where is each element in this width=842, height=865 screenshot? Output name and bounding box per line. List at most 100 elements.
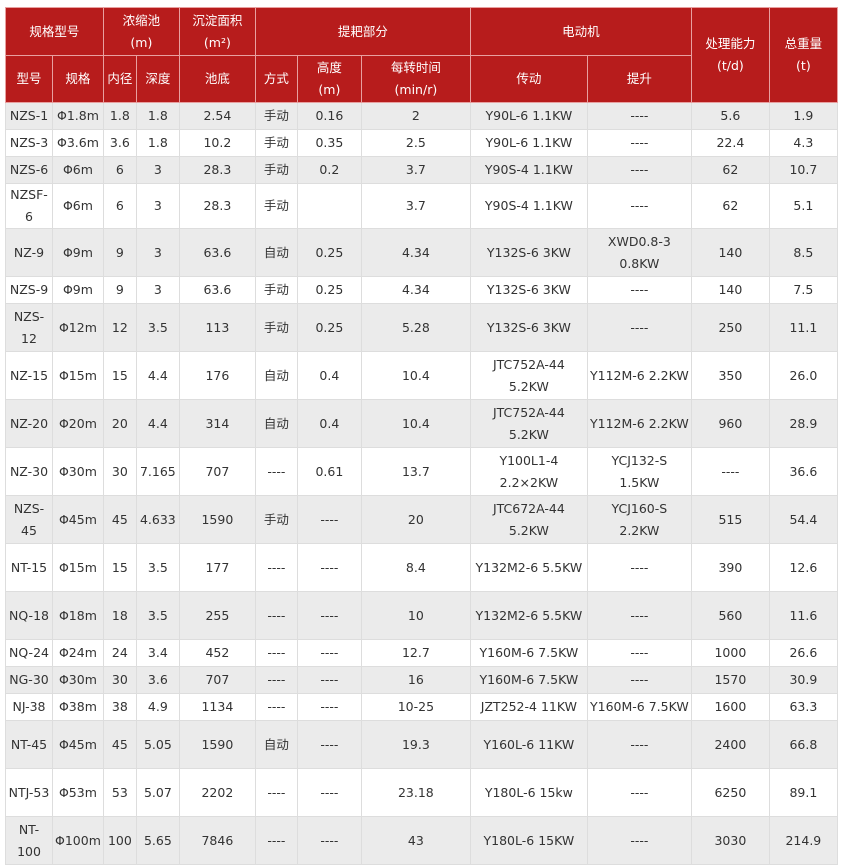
table-cell: 63.6: [178, 228, 256, 277]
table-cell: 6250: [690, 768, 770, 817]
table-cell: 手动: [254, 495, 298, 544]
table-cell: NZ-30: [5, 447, 53, 496]
table-cell: 13.7: [360, 447, 471, 496]
table-cell: Φ3.6m: [52, 129, 104, 157]
table-cell: ----: [586, 183, 692, 229]
table-cell: NTJ-53: [5, 768, 53, 817]
table-cell: 23.18: [360, 768, 471, 817]
table-row: NT-45 Φ45m 45 5.05 1590 自动 ---- 19.3 Y160L-6 11K…: [5, 720, 838, 769]
table-cell: ----: [254, 816, 298, 865]
table-cell: Y180L-6 15KW: [469, 816, 588, 865]
table-cell: 10: [360, 591, 471, 640]
table-cell: 43: [360, 816, 471, 865]
table-cell: NZS-9: [5, 276, 53, 304]
table-cell: 10.2: [178, 129, 256, 157]
table-cell: 5.07: [135, 768, 180, 817]
table-cell: 45: [102, 495, 137, 544]
table-cell: Φ6m: [52, 156, 104, 184]
table-cell: 16: [360, 666, 471, 694]
table-cell: 自动: [254, 399, 298, 448]
table-cell: 2.5: [360, 129, 471, 157]
table-cell: 452: [178, 639, 256, 667]
table-cell: 4.34: [360, 228, 471, 277]
header-tank: 浓缩池 (m): [102, 7, 180, 56]
table-cell: 4.34: [360, 276, 471, 304]
table-cell: Y100L1-4 2.2×2KW: [469, 447, 588, 496]
table-cell: ----: [296, 543, 362, 592]
table-cell: 自动: [254, 351, 298, 400]
table-cell: NZS-1: [5, 102, 53, 130]
table-cell: NT-100: [5, 816, 53, 865]
table-cell: 1590: [178, 495, 256, 544]
table-cell: 手动: [254, 129, 298, 157]
table-cell: 2: [360, 102, 471, 130]
table-cell: 19.3: [360, 720, 471, 769]
table-cell: Φ15m: [52, 351, 104, 400]
table-cell: 250: [690, 303, 770, 352]
table-cell: ----: [296, 720, 362, 769]
table-cell: ----: [586, 591, 692, 640]
subheader-cell: 传动: [469, 55, 588, 103]
table-cell: ----: [296, 495, 362, 544]
table-row: NTJ-53 Φ53m 53 5.07 2202 ---- ---- 23.18 Y180L-6…: [5, 768, 838, 817]
table-cell: 314: [178, 399, 256, 448]
subheader-cell: 池底: [178, 55, 256, 103]
table-cell: 2400: [690, 720, 770, 769]
table-cell: 3.4: [135, 639, 180, 667]
table-cell: 177: [178, 543, 256, 592]
table-cell: 0.16: [296, 102, 362, 130]
table-cell: 140: [690, 276, 770, 304]
table-cell: XWD0.8-3 0.8KW: [586, 228, 692, 277]
table-cell: 62: [690, 183, 770, 229]
table-cell: 7.165: [135, 447, 180, 496]
table-cell: 3: [135, 156, 180, 184]
table-cell: 0.25: [296, 276, 362, 304]
table-cell: 15: [102, 351, 137, 400]
table-cell: ----: [296, 639, 362, 667]
table-cell: 30.9: [768, 666, 838, 694]
table-cell: ----: [690, 447, 770, 496]
table-cell: 3.7: [360, 183, 471, 229]
table-cell: 4.3: [768, 129, 838, 157]
table-cell: NZS-6: [5, 156, 53, 184]
table-cell: NZ-9: [5, 228, 53, 277]
table-row: NG-30 Φ30m 30 3.6 707 ---- ---- 16 Y160M-6 7.5KW…: [5, 666, 838, 694]
table-cell: Y132S-6 3KW: [469, 276, 588, 304]
table-cell: 28.3: [178, 183, 256, 229]
subheader-cell: 内径: [102, 55, 137, 103]
table-cell: Y132M2-6 5.5KW: [469, 591, 588, 640]
table-cell: Φ45m: [52, 495, 104, 544]
table-cell: NZ-20: [5, 399, 53, 448]
table-row: NT-15 Φ15m 15 3.5 177 ---- ---- 8.4 Y132M2-6 5.5…: [5, 543, 838, 592]
table-cell: 20: [360, 495, 471, 544]
table-cell: Φ20m: [52, 399, 104, 448]
table-row: NZSF-6 Φ6m 6 3 28.3 手动 3.7 Y90S-4 1.1KW ---- 62 5.…: [5, 183, 838, 229]
table-cell: ----: [254, 447, 298, 496]
table-cell: Φ30m: [52, 666, 104, 694]
subheader-cell: 方式: [254, 55, 298, 103]
table-row: NZS-3 Φ3.6m 3.6 1.8 10.2 手动 0.35 2.5 Y90L-6 1.1K…: [5, 129, 838, 157]
table-cell: NG-30: [5, 666, 53, 694]
table-cell: Φ9m: [52, 276, 104, 304]
table-cell: ----: [296, 768, 362, 817]
table-cell: 1600: [690, 693, 770, 721]
table-cell: 560: [690, 591, 770, 640]
table-cell: 30: [102, 447, 137, 496]
table-cell: Y160M-6 7.5KW: [469, 666, 588, 694]
table-cell: 7846: [178, 816, 256, 865]
table-cell: YCJ132-S 1.5KW: [586, 447, 692, 496]
table-cell: 3.6: [135, 666, 180, 694]
table-cell: 10.4: [360, 399, 471, 448]
table-cell: 5.1: [768, 183, 838, 229]
table-cell: NZS-45: [5, 495, 53, 544]
table-cell: 6: [102, 183, 137, 229]
table-cell: 26.6: [768, 639, 838, 667]
table-cell: 0.61: [296, 447, 362, 496]
table-cell: 15: [102, 543, 137, 592]
table-cell: NZS-12: [5, 303, 53, 352]
table-row: NT-100 Φ100m 100 5.65 7846 ---- ---- 43 Y180L-6 …: [5, 816, 838, 865]
table-cell: Φ15m: [52, 543, 104, 592]
table-cell: Y112M-6 2.2KW: [586, 351, 692, 400]
table-cell: 62: [690, 156, 770, 184]
table-cell: 5.65: [135, 816, 180, 865]
